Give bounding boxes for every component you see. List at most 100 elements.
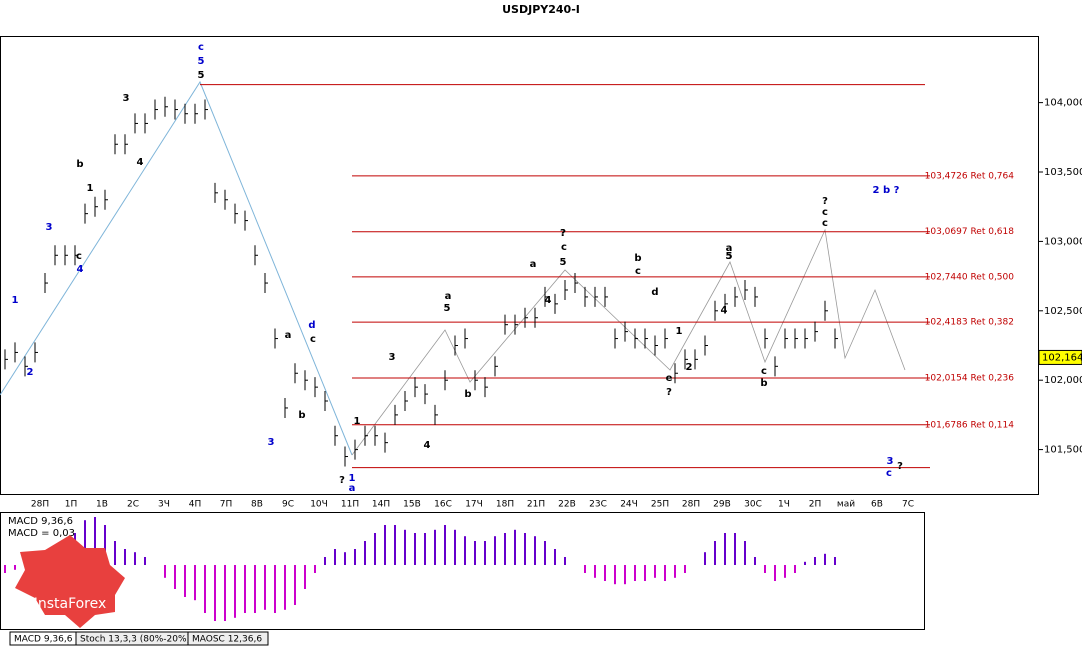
price-bar	[394, 404, 398, 425]
price-bar	[734, 286, 738, 307]
price-bar	[484, 377, 488, 398]
x-tick-label: 11П	[341, 500, 359, 510]
x-tick-label: 1В	[96, 500, 108, 510]
wave-label: 4	[424, 440, 431, 451]
price-bar	[254, 245, 258, 266]
price-bar	[344, 446, 348, 467]
price-bar	[374, 425, 378, 446]
price-bar	[164, 96, 168, 117]
wave-label: 1	[87, 183, 94, 194]
tab-label[interactable]: MACD 9,36,6	[14, 635, 73, 645]
wave-line	[0, 80, 353, 456]
price-bar	[314, 377, 318, 398]
price-bar	[454, 335, 458, 356]
tab-label[interactable]: MAOSC 12,36,6	[192, 635, 262, 645]
x-tick-label: 3Ч	[158, 500, 170, 510]
price-bar	[714, 300, 718, 321]
last-price-label: 102,164	[1042, 352, 1082, 363]
price-bar	[654, 335, 658, 356]
price-bar	[44, 273, 48, 294]
price-bar	[54, 245, 58, 266]
price-bar	[694, 349, 698, 370]
price-bar	[564, 279, 568, 300]
wave-label: 1	[354, 416, 361, 427]
price-bar	[214, 182, 218, 203]
wave-label: 5	[444, 303, 451, 314]
wave-label: 5	[726, 251, 733, 262]
price-bar	[104, 189, 108, 210]
wave-label: c	[635, 266, 641, 277]
price-bar	[514, 314, 518, 335]
price-bar	[34, 342, 38, 363]
ret-label: 101,6786 Ret 0,114	[925, 420, 1015, 430]
wave-label: 5	[726, 251, 733, 262]
x-tick-label: 7С	[902, 500, 914, 510]
price-bar	[354, 439, 358, 460]
wave-label: 3	[46, 222, 53, 233]
x-tick-label: 2С	[127, 500, 139, 510]
y-tick-label: 103,000	[1044, 236, 1082, 247]
price-bar	[474, 370, 478, 391]
x-tick-label: 4П	[189, 500, 202, 510]
price-bar	[544, 286, 548, 307]
y-tick-label: 103,500	[1044, 167, 1082, 178]
price-bar	[274, 328, 278, 349]
wave-label: b	[298, 410, 305, 421]
price-bar	[4, 349, 8, 370]
price-bar	[774, 356, 778, 377]
wave-label: 3	[887, 456, 894, 467]
price-bar	[304, 370, 308, 391]
wave-label: 4	[77, 264, 84, 275]
logo-badge	[15, 535, 125, 628]
x-tick-label: 10Ч	[310, 500, 328, 510]
x-tick-label: 9С	[282, 500, 294, 510]
price-bar	[644, 328, 648, 349]
price-bar	[444, 370, 448, 391]
price-bar	[14, 342, 18, 363]
price-bar	[824, 300, 828, 321]
wave-label: c	[198, 42, 204, 53]
tab-bar: MACD 9,36,6 Stoch 13,3,3 (80%-20%) MAOSC 1…	[9, 631, 269, 646]
price-bar	[384, 432, 388, 453]
ret-label: 102,7440 Ret 0,500	[925, 272, 1015, 282]
x-tick-label: 28П	[682, 500, 700, 510]
price-bar	[224, 189, 228, 210]
price-bar	[744, 279, 748, 300]
wave-label: a	[285, 330, 292, 341]
wave-label: ?	[897, 461, 903, 472]
wave-label: 4	[721, 305, 728, 316]
wave-label: 2	[686, 362, 693, 373]
wave-label: d	[651, 287, 658, 298]
x-tick-label: 17Ч	[465, 500, 483, 510]
tab[interactable]	[187, 631, 269, 646]
tab-label[interactable]: Stoch 13,3,3 (80%-20%)	[80, 635, 190, 645]
wave-label: c	[822, 207, 828, 218]
y-tick-label: 101,500	[1044, 445, 1082, 456]
price-bar	[114, 134, 118, 155]
macd-label: MACD = 0,03	[8, 528, 75, 539]
price-bar	[204, 99, 208, 120]
wave-label: 3	[389, 352, 396, 363]
price-bar	[144, 113, 148, 134]
price-bar	[834, 328, 838, 349]
price-bar	[554, 293, 558, 314]
x-tick-label: 6В	[871, 500, 883, 510]
wave-label: a	[530, 259, 537, 270]
x-tick-label: 25П	[651, 500, 669, 510]
macd-pane	[0, 512, 925, 630]
price-bar	[134, 113, 138, 134]
price-bar	[594, 286, 598, 307]
price-bar	[244, 210, 248, 231]
wave-label: ?	[339, 475, 345, 486]
price-bar	[684, 349, 688, 370]
price-bar	[704, 335, 708, 356]
price-bar	[364, 425, 368, 446]
logo-text: InstaForex	[34, 596, 107, 612]
price-bar	[614, 328, 618, 349]
wave-label: 1	[676, 326, 683, 337]
price-bar	[194, 103, 198, 124]
ret-label: 102,4183 Ret 0,382	[925, 318, 1014, 328]
price-bar	[674, 363, 678, 384]
wave-label: e	[666, 373, 673, 384]
